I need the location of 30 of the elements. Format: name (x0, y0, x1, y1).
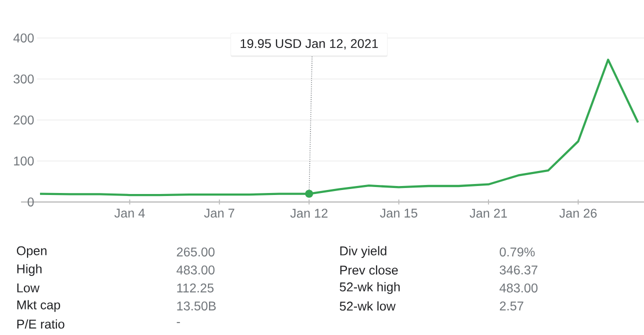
text: 2.57 (500, 302, 524, 310)
x-tick-label: Jan 12 (290, 208, 328, 218)
text: Mkt cap (17, 300, 60, 312)
y-tick-label: 0 (28, 198, 34, 206)
text: 52-wk high (340, 282, 400, 294)
x-tick-label: Jan 7 (204, 208, 234, 218)
text: Prev close (340, 265, 398, 275)
text: 52-wk low (340, 301, 396, 311)
text: 483.00 (176, 266, 215, 274)
annotation: 19.95 USD Jan 12, 2021 (240, 39, 378, 50)
x-tick-label: Jan 21 (470, 208, 507, 218)
text: Div yield (340, 246, 386, 258)
y-tick-label: 200 (14, 116, 34, 124)
text: 483.00 (500, 284, 538, 292)
text: Open (16, 246, 46, 258)
text: 13.50B (177, 302, 216, 310)
text: - (176, 322, 180, 324)
text: Low (17, 284, 40, 292)
y-tick-label: 100 (14, 156, 34, 166)
y-tick-label: 400 (13, 34, 34, 42)
text: 265.00 (176, 248, 215, 256)
x-tick-label: Jan 4 (114, 208, 145, 218)
x-tick-label: Jan 15 (380, 208, 418, 218)
text: 346.37 (500, 266, 538, 274)
text: P/E ratio (17, 319, 64, 329)
text: High (17, 264, 42, 276)
x-tick-label: Jan 26 (559, 208, 597, 218)
text: 0.79% (500, 248, 535, 256)
y-tick-label: 300 (14, 74, 34, 84)
text: 112.25 (177, 284, 214, 292)
